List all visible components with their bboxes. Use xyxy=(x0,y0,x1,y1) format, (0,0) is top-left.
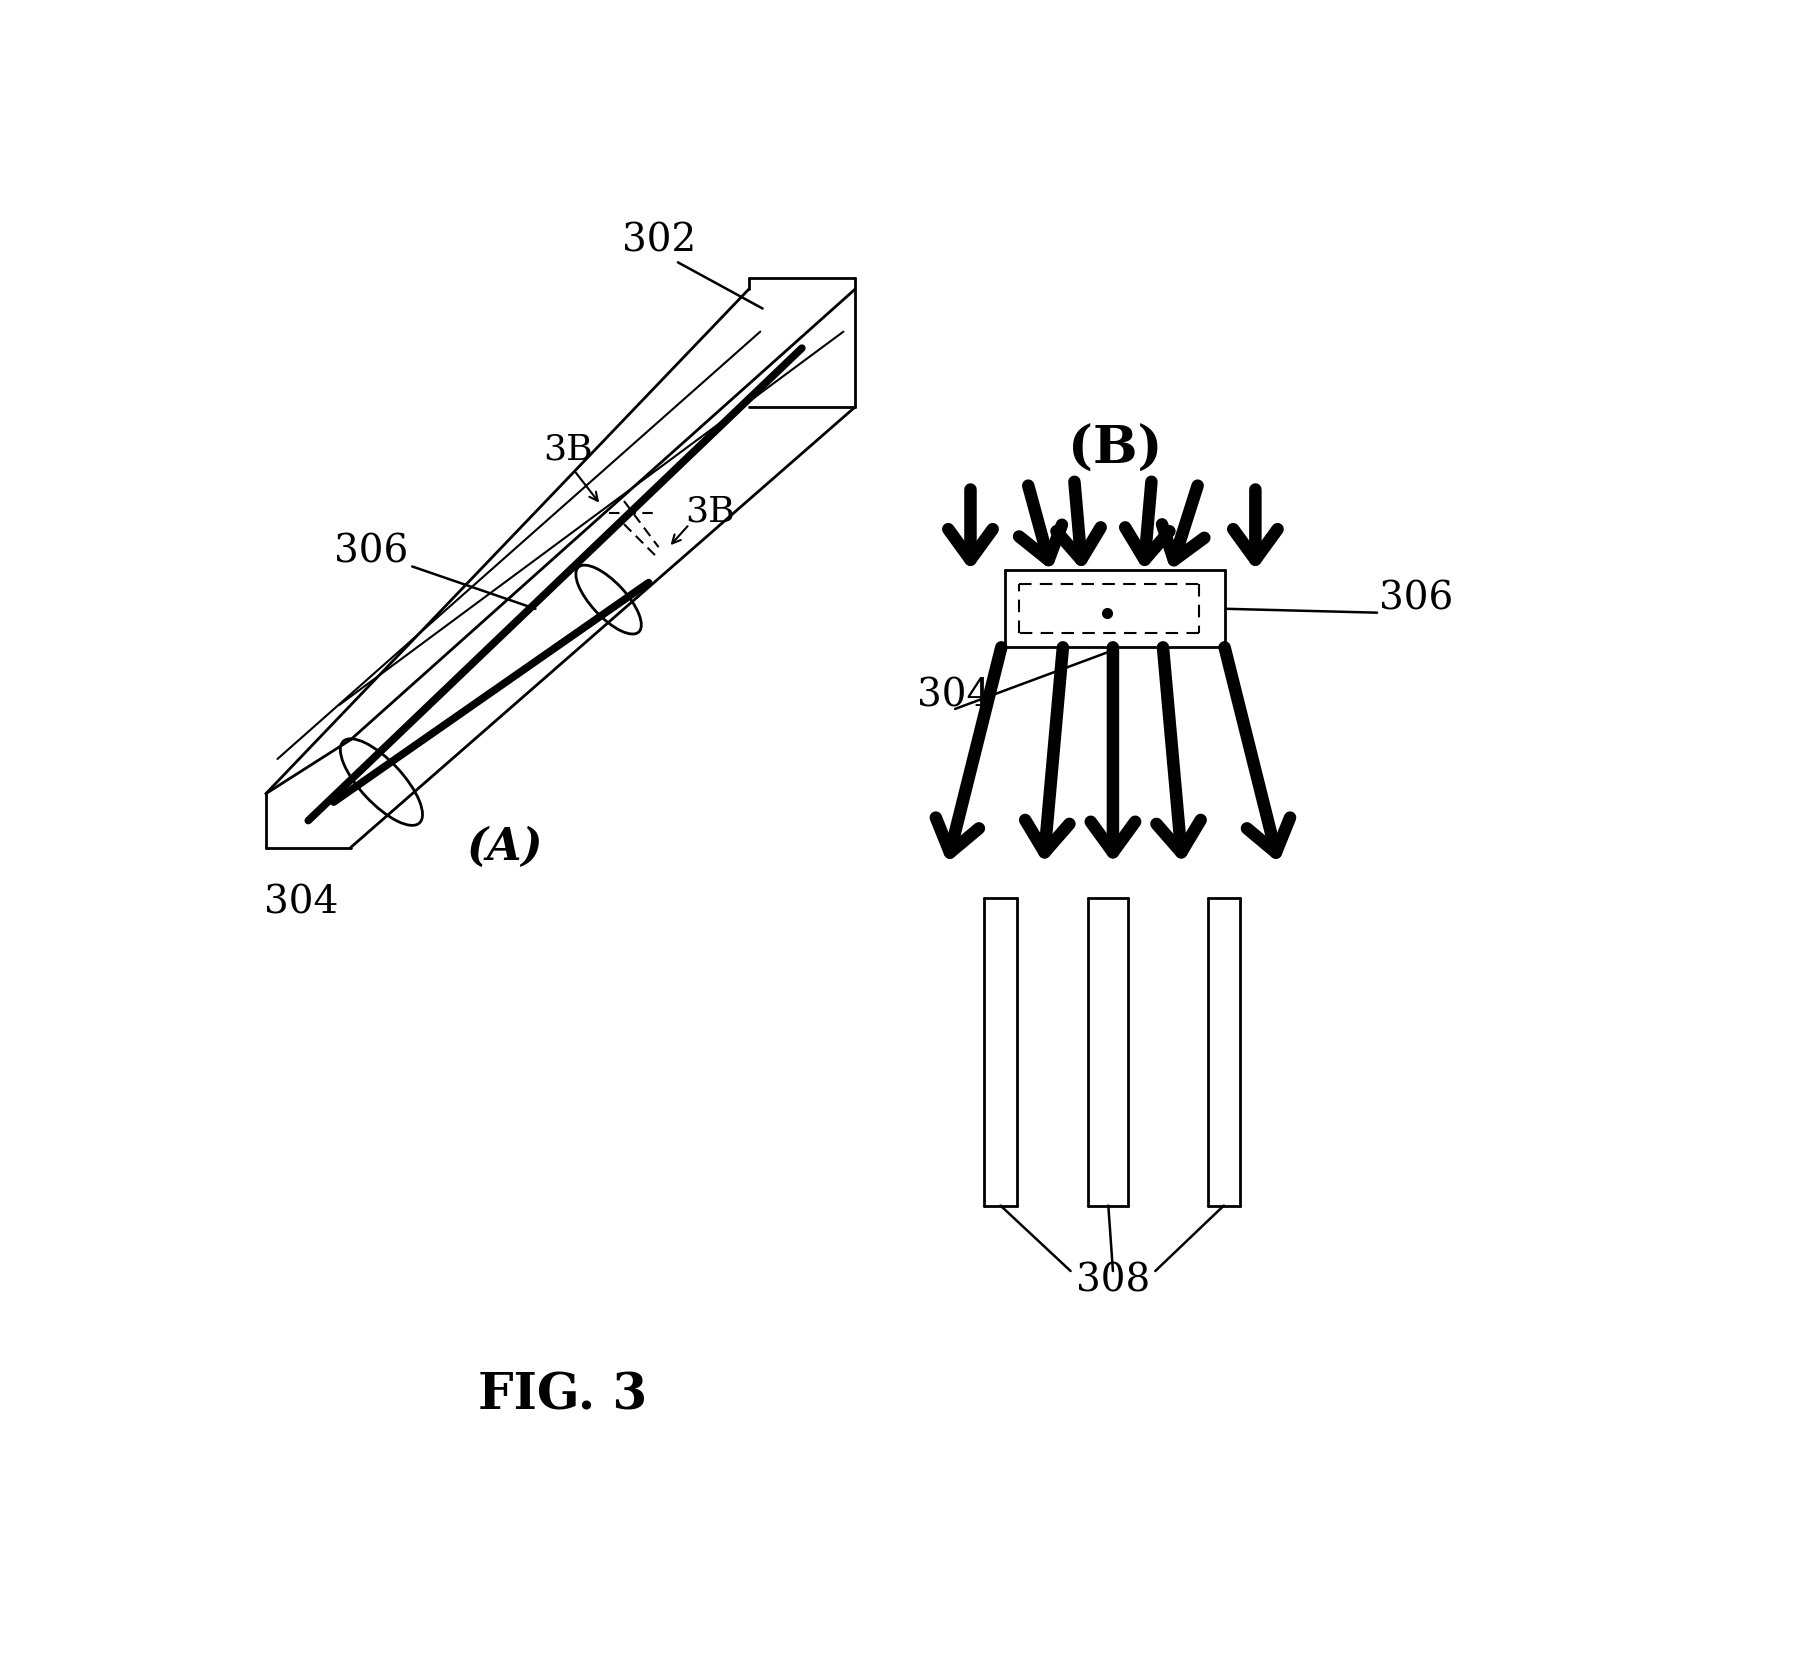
Text: 306: 306 xyxy=(334,533,408,570)
Text: (B): (B) xyxy=(1068,423,1163,474)
Text: (A): (A) xyxy=(466,825,542,869)
Text: 306: 306 xyxy=(1379,581,1453,618)
Text: 3B: 3B xyxy=(686,494,735,528)
Text: 308: 308 xyxy=(1076,1262,1150,1299)
Text: 304: 304 xyxy=(916,677,990,714)
Text: 304: 304 xyxy=(263,884,337,921)
Text: 302: 302 xyxy=(622,223,697,260)
Text: FIG. 3: FIG. 3 xyxy=(477,1371,648,1420)
Text: 3B: 3B xyxy=(542,432,593,467)
